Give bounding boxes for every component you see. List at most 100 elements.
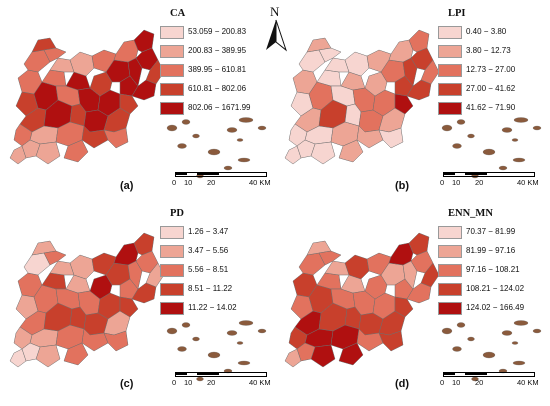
panel-label-b: (b): [395, 180, 410, 192]
legend-swatch: [160, 45, 184, 58]
region-polygon: [41, 272, 67, 290]
legend-swatch: [160, 102, 184, 115]
island-shape: [181, 119, 191, 125]
region-polygon: [306, 240, 332, 256]
region-polygon: [420, 59, 440, 85]
legend-range: 12.73 − 27.00: [466, 65, 516, 74]
island-shape: [532, 328, 542, 334]
legend-title-c: PD: [170, 208, 184, 219]
scale-tick: 10: [452, 178, 461, 187]
legend-range: 3.47 − 5.56: [188, 246, 229, 255]
region-polygon: [43, 47, 67, 63]
island-shape: [482, 148, 496, 156]
region-polygon: [420, 262, 440, 288]
region-polygon: [378, 330, 404, 352]
scale-tick: 40 KM: [249, 378, 271, 387]
choropleth-map-c: [9, 232, 267, 382]
legend-range: 81.99 − 97.16: [466, 246, 516, 255]
legend-swatch: [438, 83, 462, 96]
island-shape: [452, 346, 462, 352]
region-polygon: [65, 71, 91, 91]
island-shape: [236, 341, 244, 345]
island-shape: [513, 320, 529, 326]
island-shape: [512, 360, 526, 366]
legend-swatch: [438, 64, 462, 77]
island-shape: [238, 117, 254, 123]
legend-range: 389.95 − 610.81: [188, 65, 247, 74]
region-polygon: [284, 145, 302, 165]
island-shape: [237, 157, 251, 163]
region-polygon: [318, 47, 342, 63]
island-shape: [177, 346, 187, 352]
island-shape: [456, 119, 466, 125]
legend-range: 8.51 − 11.22: [188, 284, 233, 293]
scale-tick: 0: [172, 378, 177, 387]
region-polygon: [113, 39, 139, 63]
panel-c: PD 1.26 − 3.47 3.47 − 5.56 5.56 − 8.51 8…: [0, 203, 275, 406]
legend-range: 11.22 − 14.02: [188, 303, 237, 312]
north-label: N: [270, 4, 280, 19]
island-shape: [207, 148, 221, 156]
island-shape: [237, 360, 251, 366]
island-shape: [501, 330, 513, 336]
legend-range: 0.40 − 3.80: [466, 27, 507, 36]
region-polygon: [63, 342, 89, 366]
island-shape: [452, 143, 462, 149]
scale-tick: 20: [475, 378, 484, 387]
choropleth-map-b: [284, 29, 542, 179]
region-polygon: [31, 240, 57, 256]
north-arrow: N: [262, 4, 292, 54]
island-shape: [223, 165, 233, 171]
legend-range: 124.02 − 166.49: [466, 303, 525, 312]
legend-range: 5.56 − 8.51: [188, 265, 229, 274]
region-polygon: [338, 342, 364, 366]
region-polygon: [65, 274, 91, 294]
scale-tick: 0: [172, 178, 177, 187]
panel-label-c: (c): [120, 378, 134, 390]
region-polygon: [340, 274, 366, 294]
island-shape: [513, 117, 529, 123]
region-polygon: [306, 37, 332, 53]
panel-b: LPI 0.40 − 3.80 3.80 − 12.73 12.73 − 27.…: [275, 0, 550, 203]
island-shape: [166, 327, 178, 335]
region-polygon: [103, 330, 129, 352]
island-shape: [441, 124, 453, 132]
legend-swatch: [438, 264, 462, 277]
legend-range: 200.83 − 389.95: [188, 46, 247, 55]
legend-range: 70.37 − 81.99: [466, 227, 516, 236]
island-shape: [192, 133, 200, 139]
north-arrow-icon: [266, 19, 288, 52]
region-polygon: [63, 139, 89, 163]
region-polygon: [316, 69, 342, 87]
island-shape: [532, 125, 542, 131]
legend-range: 108.21 − 124.02: [466, 284, 525, 293]
island-shape: [166, 124, 178, 132]
island-shape: [207, 351, 221, 359]
scale-tick: 40 KM: [517, 378, 539, 387]
island-shape: [226, 127, 238, 133]
island-shape: [511, 341, 519, 345]
legend-range: 1.26 − 3.47: [188, 227, 229, 236]
legend-range: 97.16 − 108.21: [466, 265, 520, 274]
island-shape: [257, 125, 267, 131]
region-polygon: [119, 296, 139, 318]
region-polygon: [406, 79, 432, 101]
region-polygon: [378, 127, 404, 149]
region-polygon: [394, 93, 414, 115]
legend-range: 41.62 − 71.90: [466, 103, 516, 112]
legend-swatch: [438, 245, 462, 258]
region-polygon: [31, 37, 57, 53]
island-shape: [196, 376, 204, 382]
choropleth-map-d: [284, 232, 542, 382]
legend-swatch: [160, 245, 184, 258]
island-shape: [236, 138, 244, 142]
panel-label-a: (a): [120, 180, 134, 192]
region-polygon: [131, 79, 157, 101]
island-shape: [456, 322, 466, 328]
scale-tick: 20: [475, 178, 484, 187]
island-shape: [441, 327, 453, 335]
region-polygon: [9, 348, 27, 368]
scale-tick: 10: [184, 178, 193, 187]
legend-range: 610.81 − 802.06: [188, 84, 247, 93]
island-shape: [192, 336, 200, 342]
